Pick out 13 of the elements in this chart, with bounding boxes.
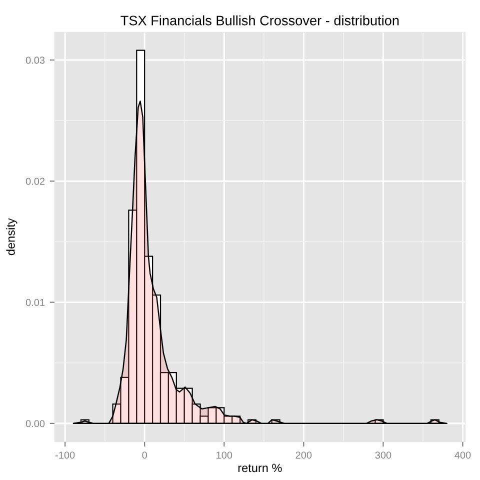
y-tick-label: 0.03 (26, 56, 45, 64)
x-tick-label: 100 (216, 452, 232, 459)
x-axis-title: return % (238, 464, 282, 472)
chart-title: TSX Financials Bullish Crossover - distribution (120, 15, 399, 26)
y-tick-label: 0.01 (26, 298, 45, 306)
y-tick-label: 0.02 (26, 178, 44, 185)
x-tick-label: 200 (296, 452, 312, 459)
x-tick-label: 0 (142, 452, 147, 459)
x-tick-label: 400 (454, 452, 471, 459)
y-axis-title: density (6, 218, 18, 256)
x-tick-label: -100 (55, 452, 75, 459)
y-tick-label: 0.00 (26, 420, 45, 428)
x-tick-label: 300 (375, 452, 392, 459)
